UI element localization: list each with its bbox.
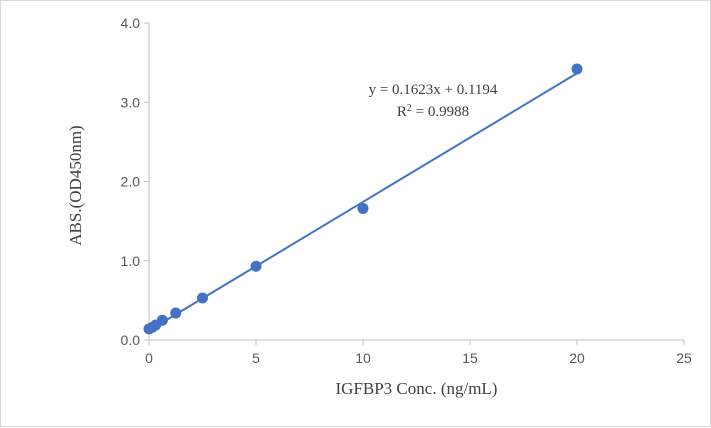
data-point	[250, 260, 262, 272]
x-tick-label: 25	[676, 350, 692, 366]
r-squared-superscript: 2	[407, 103, 412, 114]
y-tick-label: 4.0	[121, 15, 141, 31]
y-tick-label: 1.0	[121, 253, 141, 269]
r-squared-symbol: R	[397, 104, 407, 120]
x-tick-label: 10	[355, 350, 371, 366]
x-tick-label: 20	[569, 350, 585, 366]
data-point	[571, 63, 583, 75]
r-squared-label: R2 = 0.9988	[397, 103, 469, 121]
data-points	[143, 63, 583, 335]
data-point	[156, 314, 168, 326]
y-tick-label: 3.0	[121, 94, 141, 110]
x-tick-label: 0	[145, 350, 153, 366]
r-squared-value: = 0.9988	[412, 104, 469, 120]
y-tick-label: 0.0	[121, 332, 141, 348]
data-point	[357, 202, 369, 214]
data-point	[197, 292, 208, 304]
data-point	[170, 307, 182, 319]
trendline	[148, 72, 578, 332]
x-tick-group: 0 5 10 15 20 25	[145, 340, 692, 366]
y-tick-label: 2.0	[121, 174, 141, 190]
y-axis-title: ABS.(OD450nm)	[66, 125, 85, 245]
x-tick-label: 5	[252, 350, 260, 366]
y-tick-group: 0.0 1.0 2.0 3.0 4.0	[121, 15, 149, 348]
trendline-equation: y = 0.1623x + 0.1194	[369, 82, 498, 98]
x-tick-label: 15	[462, 350, 478, 366]
x-axis-title: IGFBP3 Conc. (ng/mL)	[336, 379, 498, 398]
